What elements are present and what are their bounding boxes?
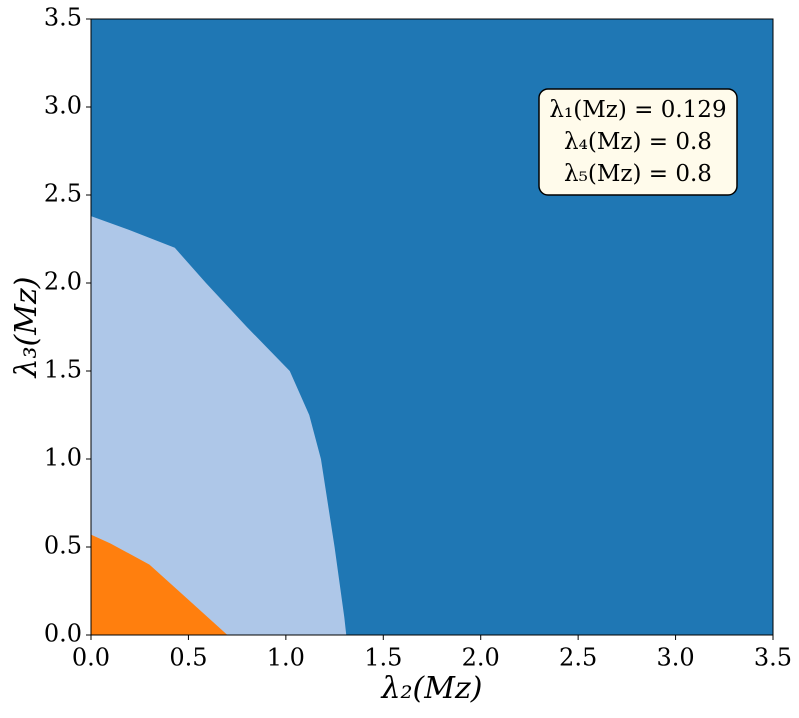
y-tick-label: 1.0 bbox=[44, 444, 82, 472]
x-axis-title: λ₂(Mᴢ) bbox=[381, 671, 483, 706]
plot-frame bbox=[90, 18, 774, 636]
annotation-box bbox=[538, 88, 738, 196]
y-tick-label: 3.5 bbox=[44, 4, 82, 32]
annotation: λ₁(Mᴢ) = 0.129 bbox=[549, 97, 726, 123]
annotation: λ₄(Mᴢ) = 0.8 bbox=[564, 129, 712, 155]
x-tick-label: 3.0 bbox=[656, 644, 694, 672]
x-tick-label: 0.0 bbox=[72, 644, 110, 672]
x-tick-label: 0.5 bbox=[169, 644, 207, 672]
y-tick-label: 3.0 bbox=[44, 92, 82, 120]
y-tick-label: 2.5 bbox=[44, 180, 82, 208]
y-tick-label: 0.5 bbox=[44, 532, 82, 560]
y-tick-label: 2.0 bbox=[44, 268, 82, 296]
x-tick-label: 2.0 bbox=[462, 644, 500, 672]
x-tick-label: 1.5 bbox=[364, 644, 402, 672]
x-tick-label: 3.5 bbox=[754, 644, 792, 672]
y-axis-title: λ₃(Mᴢ) bbox=[9, 277, 44, 379]
y-tick-label: 0.0 bbox=[44, 620, 82, 648]
annotation: λ₅(Mᴢ) = 0.8 bbox=[564, 161, 712, 187]
region bbox=[91, 216, 347, 635]
x-tick-label: 2.5 bbox=[559, 644, 597, 672]
x-tick-label: 1.0 bbox=[267, 644, 305, 672]
region bbox=[91, 534, 228, 635]
y-tick-label: 1.5 bbox=[44, 356, 82, 384]
